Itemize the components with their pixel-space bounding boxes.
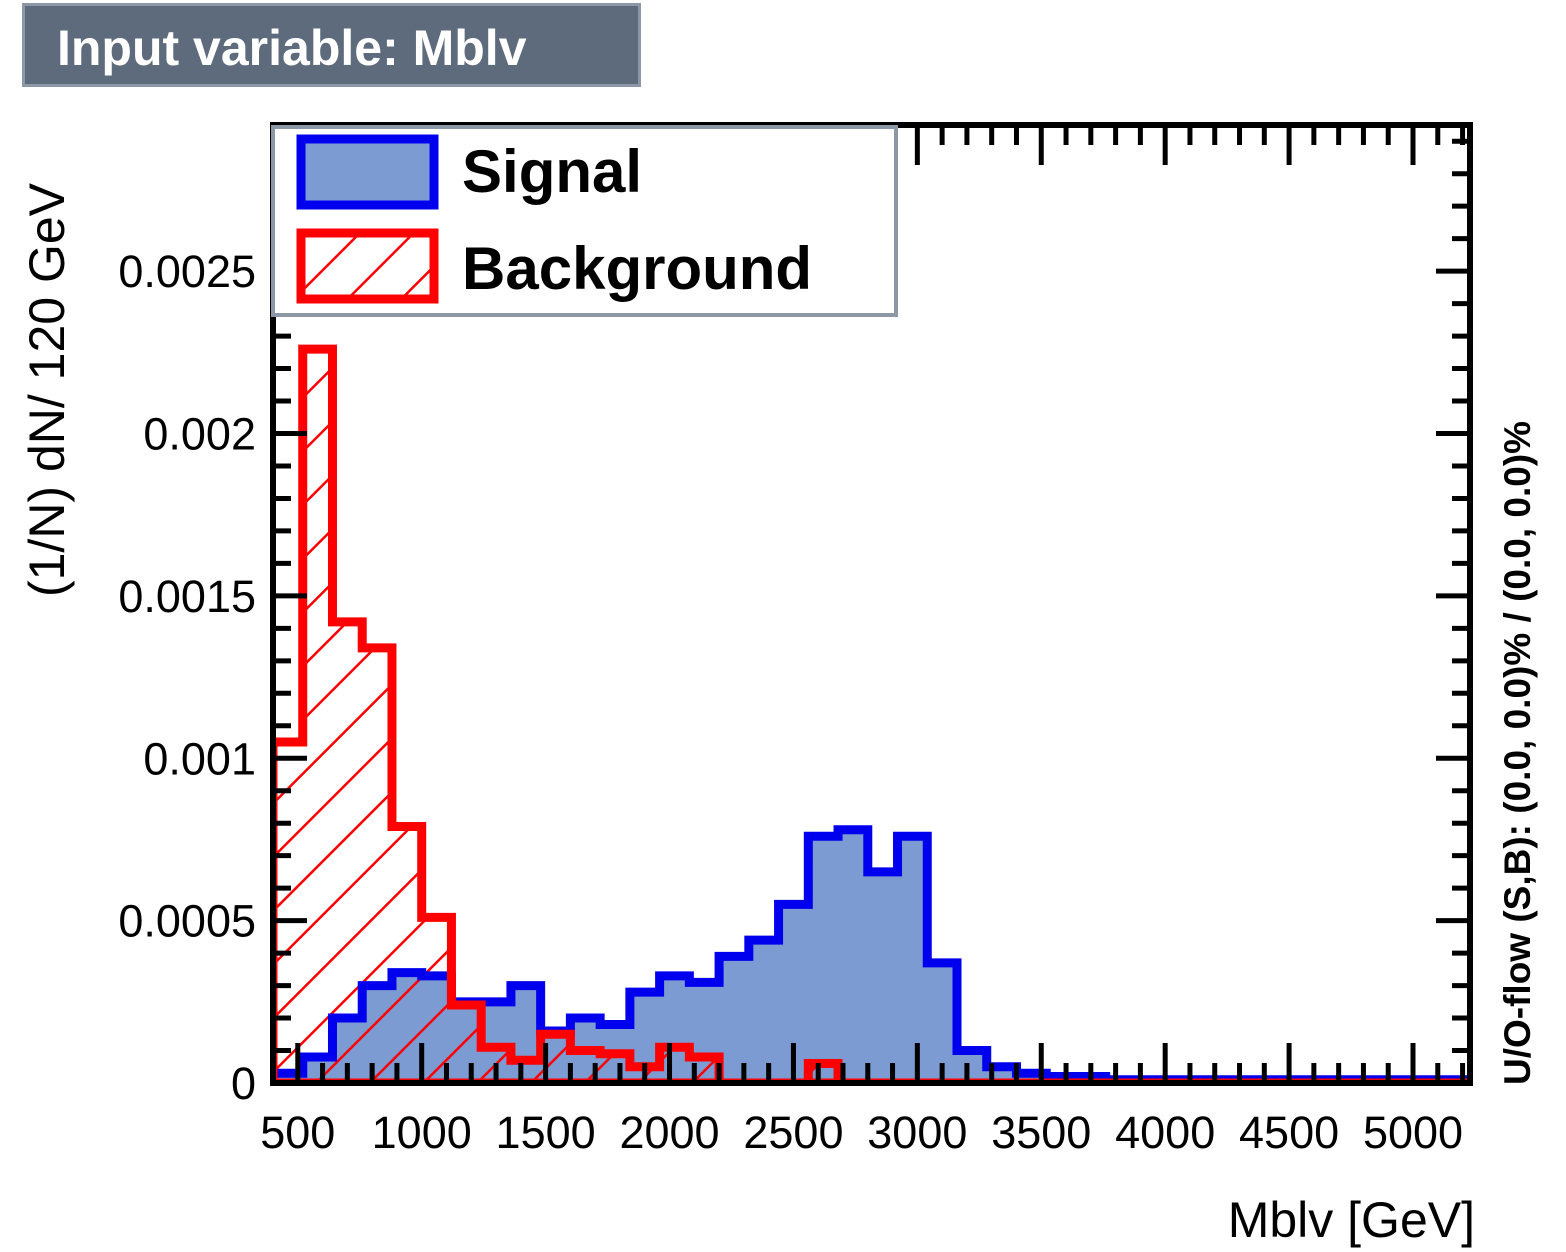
x-tick-label: 3500 — [991, 1107, 1091, 1158]
y-tick-label: 0.0005 — [118, 896, 256, 947]
plot-area — [273, 344, 1470, 1083]
axis-labels: 500 1000 1500 2000 2500 3000 3500 4000 4500 5000 0… — [118, 246, 1463, 1158]
background-histogram-fill — [273, 349, 1470, 1083]
legend-swatch-signal — [296, 134, 439, 210]
y-tick-label: 0.0025 — [118, 246, 256, 297]
x-tick-label: 2500 — [743, 1107, 843, 1158]
x-tick-label: 1500 — [496, 1107, 596, 1158]
chart-title: Input variable: Mblv — [57, 20, 527, 76]
overflow-label: U/O-flow (S,B): (0.0, 0.0)% / (0.0, 0.0)… — [1497, 421, 1538, 1085]
x-tick-label: 5000 — [1363, 1107, 1463, 1158]
y-tick-label: 0.002 — [143, 409, 256, 460]
x-tick-label: 3000 — [867, 1107, 967, 1158]
x-tick-label: 2000 — [619, 1107, 719, 1158]
y-tick-label: 0 — [231, 1058, 256, 1109]
x-tick-label: 1000 — [372, 1107, 472, 1158]
x-axis-title: Mblv [GeV] — [1228, 1192, 1475, 1248]
legend-label-signal: Signal — [462, 138, 642, 205]
y-tick-label: 0.001 — [143, 733, 256, 784]
legend: Signal Background — [271, 125, 898, 317]
x-tick-label: 500 — [260, 1107, 335, 1158]
y-axis-title: (1/N) dN/ 120 GeV — [19, 182, 75, 597]
x-tick-label: 4000 — [1115, 1107, 1215, 1158]
legend-label-background: Background — [462, 235, 812, 302]
x-tick-label: 4500 — [1239, 1107, 1339, 1158]
legend-swatch-background — [296, 228, 439, 304]
chart-title-box: Input variable: Mblv — [22, 3, 641, 87]
background-histogram-outline — [273, 344, 1470, 1083]
y-tick-label: 0.0015 — [118, 571, 256, 622]
